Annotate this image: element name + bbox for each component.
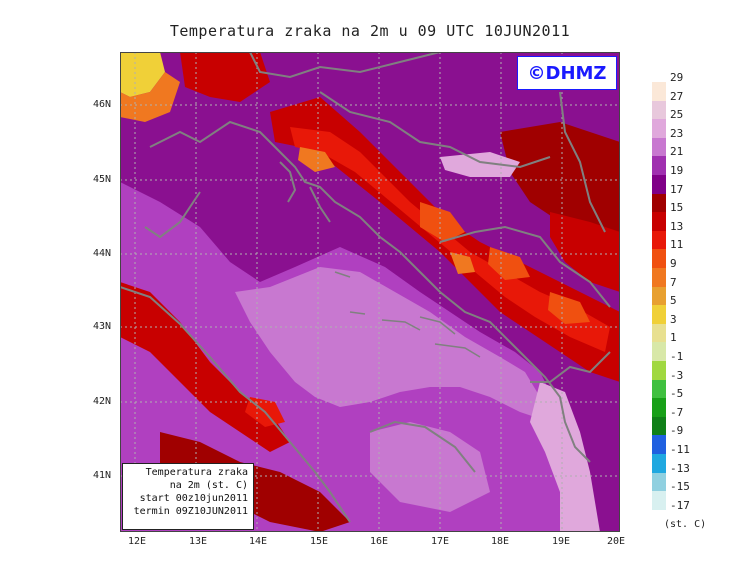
sea-south-light [370,422,490,512]
legend-swatch [652,323,666,343]
legend-swatch [652,472,666,492]
lat-label-41n: 41N [93,470,112,481]
legend-swatch [652,286,666,306]
legend-swatch [652,435,666,454]
legend-label: 29 [670,71,684,84]
legend-label: -15 [670,480,690,494]
legend-swatch [652,268,666,287]
legend-swatch [652,137,666,157]
legend-swatch [652,454,666,473]
lon-label-17e: 17E [431,536,450,547]
legend-swatch [652,398,666,417]
lat-label-45n: 45N [93,174,112,185]
info-line-1: Temperatura zraka [145,467,248,478]
legend-label: 27 [670,89,684,103]
legend-label: -5 [670,387,684,401]
legend-label: 5 [670,294,677,308]
lon-label-15e: 15E [310,536,329,547]
legend-swatch [652,119,666,138]
alps-orange-patch [120,72,180,122]
legend-swatch [652,361,666,380]
legend-label: -1 [670,350,684,363]
legend-label: -13 [670,461,690,475]
legend-label: 3 [670,312,677,326]
map-frame [120,52,620,532]
legend-label: -11 [670,443,690,456]
legend-swatch [652,230,666,250]
copyright-badge: ©DHMZ [517,56,617,90]
legend-label: 17 [670,182,684,196]
legend-swatch [652,193,666,213]
legend-swatch [652,491,666,510]
legend-label: -9 [670,424,684,438]
legend-label: 25 [670,108,684,122]
lat-label-44n: 44N [93,248,112,259]
lon-label-13e: 13E [189,536,208,547]
lon-label-16e: 16E [370,536,389,547]
croatia-orange-inner [298,147,475,274]
pale-strip-north [440,152,520,177]
bosnia-warm [500,122,620,252]
info-box: Temperatura zraka na 2m (st. C) start 00… [122,463,254,530]
sea-southeast-light [530,382,600,532]
map-title: Temperatura zraka na 2m u 09 UTC 10JUN20… [169,22,571,40]
legend-label: 15 [670,201,684,215]
legend-unit: (st. C) [664,519,707,530]
legend-label: -7 [670,405,684,419]
legend-swatch [652,305,666,324]
lon-label-12e: 12E [128,536,147,547]
legend-label: 19 [670,164,684,177]
legend-swatch [652,100,666,120]
legend-label: 9 [670,257,677,270]
lat-label-43n: 43N [93,321,112,332]
legend-swatch [652,212,666,231]
legend-swatch [652,175,666,194]
legend-label: -3 [670,368,684,382]
croatia-orange-spots [420,202,590,324]
island-outlines [334,271,481,358]
lon-label-20e: 20E [607,536,626,547]
legend-label: 1 [670,331,677,345]
info-line-3: start 00z10jun2011 [139,493,248,504]
legend-swatch [652,156,666,175]
lon-label-14e: 14E [249,536,268,547]
legend-label: 23 [670,126,684,140]
coastlines [120,52,611,523]
legend-label: 13 [670,219,684,233]
alps-yellow-patch [120,52,165,97]
legend-label: -17 [670,498,690,512]
lon-label-18e: 18E [491,536,510,547]
legend-swatch [652,379,666,399]
legend-label: 11 [670,238,684,252]
serbia-hot [550,212,620,292]
legend-swatch [652,249,666,268]
legend-swatch [652,82,666,101]
legend-label: 21 [670,145,684,159]
north-warm-patch [180,52,270,102]
info-line-2: na 2m (st. C) [169,480,248,491]
lat-label-42n: 42N [93,396,112,407]
legend-label: 7 [670,275,677,289]
lat-label-46n: 46N [93,99,112,110]
legend-swatch [652,416,666,436]
sea-light-region [235,267,550,422]
lon-label-19e: 19E [552,536,571,547]
italy-south-warm [160,432,350,532]
legend-swatch [652,342,666,361]
info-line-4: termin 09Z10JUN2011 [133,506,248,517]
map-grid [120,52,620,532]
temperature-map [120,52,620,532]
